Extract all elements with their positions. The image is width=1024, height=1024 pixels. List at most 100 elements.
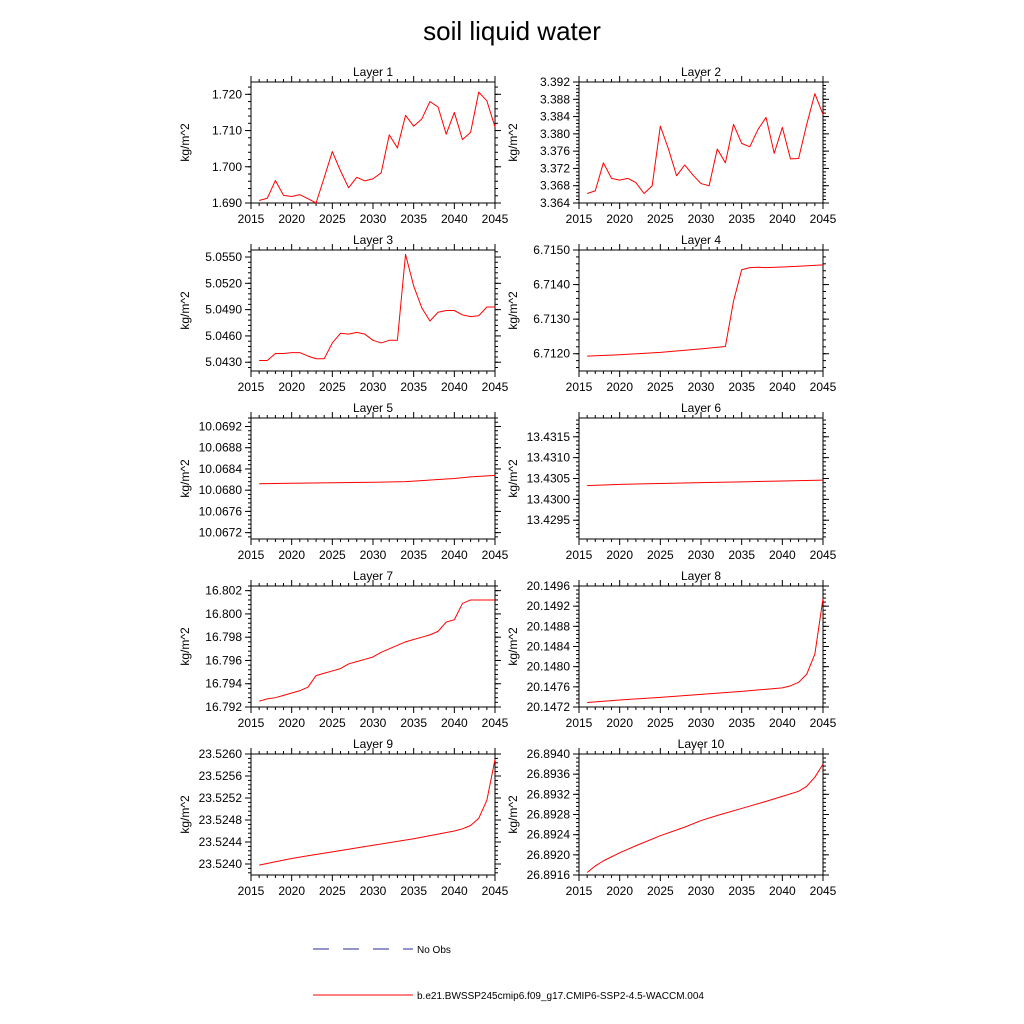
y-axis-label: kg/m^2 xyxy=(506,291,520,330)
panel-title: Layer 1 xyxy=(353,65,393,79)
x-tick-label: 2015 xyxy=(238,212,265,226)
y-axis-label: kg/m^2 xyxy=(506,123,520,162)
x-tick-label: 2045 xyxy=(810,380,837,394)
y-tick-label: 13.4295 xyxy=(527,513,571,527)
y-tick-label: 3.380 xyxy=(540,127,570,141)
y-tick-label: 13.4300 xyxy=(527,492,571,506)
panel-layer-4: Layer 4 kg/m^2 2015 2020 2025 2030 2035 2040 204… xyxy=(506,233,837,394)
x-tick-label: 2035 xyxy=(400,884,427,898)
series-line xyxy=(259,91,496,204)
x-tick-label: 2025 xyxy=(319,884,346,898)
panel-title: Layer 3 xyxy=(353,233,393,247)
panel-title: Layer 2 xyxy=(681,65,721,79)
y-tick-label: 5.0520 xyxy=(205,276,242,290)
x-tick-label: 2040 xyxy=(769,548,796,562)
y-tick-label: 3.368 xyxy=(540,179,570,193)
y-tick-label: 5.0550 xyxy=(205,250,242,264)
panel-layer-2: Layer 2 kg/m^2 2015 2020 2025 2030 2035 2040 204… xyxy=(506,65,837,226)
x-tick-label: 2040 xyxy=(441,380,468,394)
x-tick-label: 2045 xyxy=(810,548,837,562)
y-tick-label: 10.0692 xyxy=(199,419,243,433)
y-tick-label: 10.0680 xyxy=(199,483,243,497)
x-tick-label: 2035 xyxy=(728,884,755,898)
x-tick-label: 2020 xyxy=(606,380,633,394)
x-tick-label: 2020 xyxy=(278,212,305,226)
y-tick-label: 10.0672 xyxy=(199,526,243,540)
plot-frame xyxy=(578,585,824,708)
y-tick-label: 26.8940 xyxy=(527,747,571,761)
y-tick-label: 20.1488 xyxy=(527,619,571,633)
y-tick-label: 6.7120 xyxy=(533,347,570,361)
y-tick-label: 10.0684 xyxy=(199,462,243,476)
y-tick-label: 26.8924 xyxy=(527,828,571,842)
y-tick-label: 20.1472 xyxy=(527,700,571,714)
series-line xyxy=(587,264,824,357)
y-tick-label: 16.800 xyxy=(205,607,242,621)
y-tick-label: 16.796 xyxy=(205,653,242,667)
x-tick-label: 2025 xyxy=(319,380,346,394)
x-tick-label: 2020 xyxy=(278,548,305,562)
y-tick-label: 1.720 xyxy=(212,87,242,101)
panel-layer-8: Layer 8 kg/m^2 2015 2020 2025 2030 2035 2040 204… xyxy=(506,569,837,730)
y-tick-label: 26.8916 xyxy=(527,868,571,882)
x-tick-label: 2040 xyxy=(441,884,468,898)
y-tick-label: 5.0430 xyxy=(205,355,242,369)
y-tick-label: 3.384 xyxy=(540,110,570,124)
plot-frame xyxy=(578,417,824,540)
x-tick-label: 2025 xyxy=(319,212,346,226)
plot-frame xyxy=(250,753,496,876)
x-tick-label: 2040 xyxy=(441,548,468,562)
x-tick-label: 2020 xyxy=(606,548,633,562)
x-tick-label: 2035 xyxy=(400,212,427,226)
x-tick-label: 2015 xyxy=(238,884,265,898)
x-tick-label: 2040 xyxy=(769,884,796,898)
series-line xyxy=(259,474,496,485)
y-axis-label: kg/m^2 xyxy=(506,627,520,666)
y-tick-label: 20.1480 xyxy=(527,660,571,674)
panel-title: Layer 9 xyxy=(353,737,393,751)
x-tick-label: 2030 xyxy=(360,380,387,394)
y-tick-label: 16.794 xyxy=(205,677,242,691)
y-tick-label: 26.8928 xyxy=(527,808,571,822)
panel-layer-6: Layer 6 kg/m^2 2015 2020 2025 2030 2035 2040 204… xyxy=(506,401,837,562)
panel-layer-5: Layer 5 kg/m^2 2015 2020 2025 2030 2035 2040 204… xyxy=(178,401,509,562)
x-tick-label: 2015 xyxy=(238,380,265,394)
y-tick-label: 13.4305 xyxy=(527,472,571,486)
series-line xyxy=(587,479,824,487)
y-tick-label: 3.388 xyxy=(540,92,570,106)
x-tick-label: 2035 xyxy=(400,716,427,730)
series-line xyxy=(586,93,824,194)
x-tick-label: 2045 xyxy=(482,380,509,394)
y-tick-label: 1.710 xyxy=(212,124,242,138)
x-tick-label: 2035 xyxy=(728,380,755,394)
x-tick-label: 2015 xyxy=(566,716,593,730)
series-line xyxy=(259,759,496,866)
plot-frame xyxy=(250,81,496,204)
y-tick-label: 10.0688 xyxy=(199,441,243,455)
x-tick-label: 2025 xyxy=(647,548,674,562)
y-tick-label: 16.792 xyxy=(205,700,242,714)
x-tick-label: 2040 xyxy=(769,380,796,394)
y-tick-label: 23.5248 xyxy=(199,813,243,827)
x-tick-label: 2045 xyxy=(482,716,509,730)
x-tick-label: 2025 xyxy=(319,716,346,730)
x-tick-label: 2045 xyxy=(482,884,509,898)
panel-layer-1: Layer 1 kg/m^2 2015 2020 2025 2030 2035 2040 204… xyxy=(178,65,509,226)
x-tick-label: 2025 xyxy=(647,212,674,226)
x-tick-label: 2015 xyxy=(566,884,593,898)
x-tick-label: 2035 xyxy=(400,548,427,562)
x-tick-label: 2030 xyxy=(360,212,387,226)
y-tick-label: 23.5252 xyxy=(199,791,243,805)
y-tick-label: 23.5260 xyxy=(199,747,243,761)
y-tick-label: 26.8936 xyxy=(527,767,571,781)
y-tick-label: 13.4310 xyxy=(527,451,571,465)
y-tick-label: 16.798 xyxy=(205,630,242,644)
x-tick-label: 2045 xyxy=(482,548,509,562)
y-tick-label: 23.5244 xyxy=(199,835,243,849)
panel-layer-9: Layer 9 kg/m^2 2015 2020 2025 2030 2035 2040 204… xyxy=(178,737,509,898)
y-tick-label: 3.376 xyxy=(540,144,570,158)
panel-layer-3: Layer 3 kg/m^2 2015 2020 2025 2030 2035 2040 204… xyxy=(178,233,509,394)
x-tick-label: 2030 xyxy=(688,548,715,562)
series-line xyxy=(587,598,824,703)
y-axis-label: kg/m^2 xyxy=(178,459,192,498)
